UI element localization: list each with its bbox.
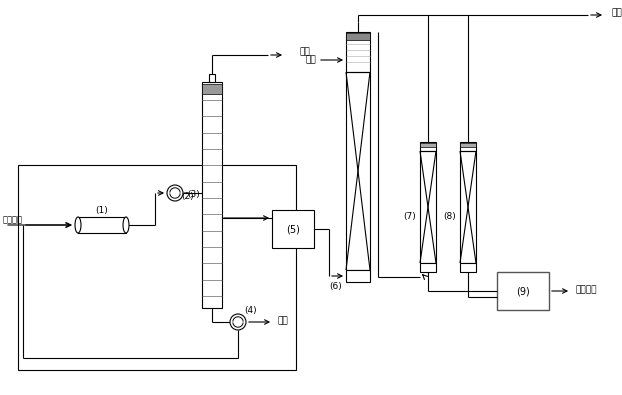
Ellipse shape xyxy=(75,217,81,233)
Bar xyxy=(346,33,370,40)
Bar xyxy=(209,74,215,82)
Bar xyxy=(202,82,222,308)
Text: (1): (1) xyxy=(96,205,108,214)
Text: (6): (6) xyxy=(330,282,342,292)
Text: 液氨: 液氨 xyxy=(305,56,316,64)
Text: 废水: 废水 xyxy=(278,316,289,325)
Ellipse shape xyxy=(123,217,129,233)
Bar xyxy=(202,84,222,94)
Text: (2): (2) xyxy=(182,192,194,201)
Circle shape xyxy=(167,185,183,201)
Text: 废气: 废气 xyxy=(300,47,311,56)
Bar xyxy=(420,143,436,147)
Bar xyxy=(78,217,126,233)
Text: 精制氢气: 精制氢气 xyxy=(575,286,596,295)
Bar xyxy=(460,143,476,147)
Text: (9): (9) xyxy=(516,286,530,296)
Text: (3): (3) xyxy=(188,190,200,199)
Text: 酸性废水: 酸性废水 xyxy=(3,216,23,224)
Bar xyxy=(420,142,436,151)
Bar xyxy=(497,272,549,310)
Bar xyxy=(272,210,314,248)
Bar xyxy=(346,270,370,282)
Text: (4): (4) xyxy=(244,307,258,316)
Text: 废气: 废气 xyxy=(611,9,622,17)
Text: (8): (8) xyxy=(443,213,457,222)
Text: (5): (5) xyxy=(286,224,300,234)
Circle shape xyxy=(230,314,246,330)
Bar xyxy=(346,32,370,72)
Bar xyxy=(460,263,476,272)
Bar xyxy=(18,165,296,370)
Text: (7): (7) xyxy=(404,213,416,222)
Bar xyxy=(460,142,476,151)
Bar xyxy=(420,263,436,272)
